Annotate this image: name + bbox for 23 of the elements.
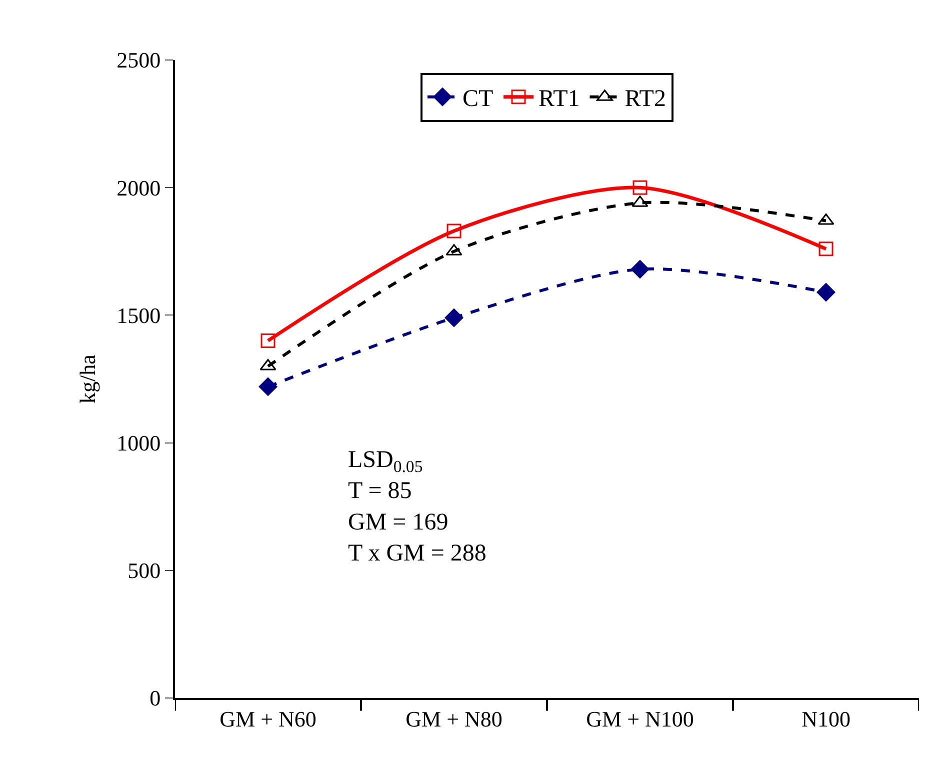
y-tick-label: 2500: [116, 48, 161, 73]
y-tick-label: 1000: [116, 430, 161, 456]
y-tick-label: 2000: [116, 175, 161, 200]
y-tick-label: 0: [150, 686, 161, 711]
y-tick-label: 500: [128, 558, 161, 584]
x-tick-label: GM + N100: [586, 706, 694, 732]
point: [260, 333, 276, 348]
legend-label: RT1: [538, 86, 580, 112]
point: [258, 377, 278, 396]
x-tick-label: GM + N60: [220, 706, 316, 732]
point: [816, 283, 836, 302]
point: [444, 308, 464, 327]
annotation: LSD$_{0.05}$ T = 85 GM = 169 T x GM = 288: [348, 447, 486, 567]
point: [630, 260, 650, 278]
legend-label: RT2: [624, 86, 666, 112]
x-tick-label: GM + N80: [406, 706, 502, 732]
point: [818, 242, 834, 256]
point: [446, 224, 462, 238]
point: [632, 180, 648, 195]
y-axis-title: kg/ha: [74, 354, 100, 404]
legend-label: CT: [462, 86, 494, 112]
y-tick-label: 1500: [116, 302, 161, 328]
x-tick-label: N100: [802, 706, 850, 732]
